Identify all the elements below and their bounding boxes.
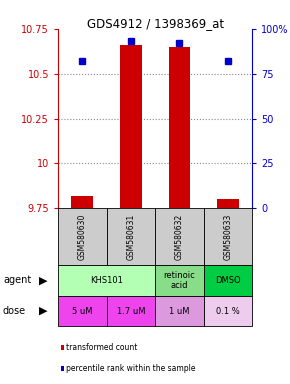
Text: KHS101: KHS101 — [90, 276, 123, 285]
Bar — [58, 265, 155, 296]
Bar — [155, 296, 204, 326]
Text: agent: agent — [3, 275, 31, 285]
Text: dose: dose — [3, 306, 26, 316]
Text: GSM580633: GSM580633 — [224, 214, 233, 260]
Bar — [71, 196, 93, 209]
Text: GSM580631: GSM580631 — [126, 214, 135, 260]
Bar — [168, 47, 190, 209]
Text: ▶: ▶ — [39, 306, 48, 316]
Text: GSM580632: GSM580632 — [175, 214, 184, 260]
Bar — [58, 209, 106, 265]
Text: retinoic
acid: retinoic acid — [164, 270, 195, 290]
Text: percentile rank within the sample: percentile rank within the sample — [66, 364, 195, 373]
Text: 5 uM: 5 uM — [72, 306, 93, 316]
Bar — [204, 265, 252, 296]
Bar — [106, 209, 155, 265]
Text: DMSO: DMSO — [215, 276, 241, 285]
Text: 1 uM: 1 uM — [169, 306, 190, 316]
Bar — [204, 209, 252, 265]
Bar — [58, 296, 106, 326]
Text: 0.1 %: 0.1 % — [216, 306, 240, 316]
Bar — [155, 265, 204, 296]
Bar — [204, 296, 252, 326]
Text: GSM580630: GSM580630 — [78, 214, 87, 260]
Text: 1.7 uM: 1.7 uM — [117, 306, 145, 316]
Text: transformed count: transformed count — [66, 343, 137, 352]
Bar — [217, 199, 239, 209]
Text: ▶: ▶ — [39, 275, 48, 285]
Text: GDS4912 / 1398369_at: GDS4912 / 1398369_at — [87, 17, 224, 30]
Bar — [120, 45, 142, 209]
Bar — [155, 209, 204, 265]
Bar — [106, 296, 155, 326]
